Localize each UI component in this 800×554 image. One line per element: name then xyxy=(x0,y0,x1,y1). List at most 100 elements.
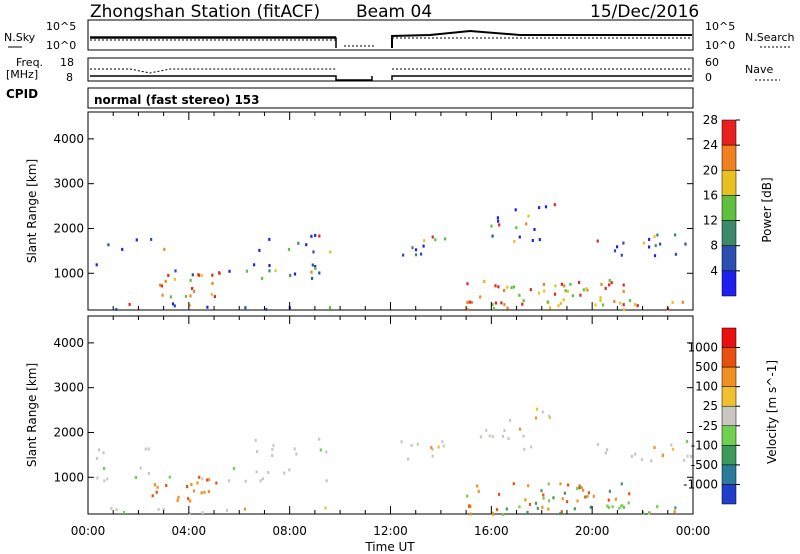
heatmap-cell xyxy=(110,506,113,510)
heatmap-cell xyxy=(107,243,110,247)
heatmap-cell xyxy=(622,241,625,245)
heatmap-cell xyxy=(681,300,684,304)
heatmap-cell xyxy=(670,443,673,447)
heatmap-cell xyxy=(161,293,164,297)
heatmap-cell xyxy=(189,278,192,282)
heatmap-cell xyxy=(578,484,581,488)
heatmap-cell xyxy=(614,497,617,501)
heatmap-cell xyxy=(552,496,555,500)
heatmap-cell xyxy=(563,284,566,288)
heatmap-cell xyxy=(187,497,190,501)
colorbar-segment xyxy=(721,464,737,485)
ytick-label: 3000 xyxy=(53,381,84,395)
velocity-ylabel: Slant Range [km] xyxy=(25,363,39,467)
colorbar-tick-label: 12 xyxy=(703,214,718,228)
heatmap-cell xyxy=(103,479,106,483)
cpid-text: normal (fast stereo) 153 xyxy=(94,93,260,107)
heatmap-cell xyxy=(518,235,521,239)
heatmap-cell xyxy=(613,300,616,303)
heatmap-cell xyxy=(685,440,689,443)
heatmap-cell xyxy=(244,479,247,483)
colorbar-segment xyxy=(721,195,737,221)
heatmap-cell xyxy=(648,237,651,241)
heatmap-cell xyxy=(312,250,315,254)
heatmap-cell xyxy=(96,476,99,480)
heatmap-cell xyxy=(261,477,264,481)
heatmap-cell xyxy=(297,241,300,245)
heatmap-cell xyxy=(648,245,651,249)
heatmap-cell xyxy=(228,269,231,273)
ytick-label: 1000 xyxy=(53,470,84,484)
heatmap-cell xyxy=(512,482,515,486)
heatmap-cell xyxy=(162,507,165,511)
heatmap-cell xyxy=(122,510,126,514)
heatmap-cell xyxy=(600,282,603,286)
heatmap-cell xyxy=(400,440,403,444)
heatmap-cell xyxy=(496,216,499,220)
xtick-label: 12:00 xyxy=(373,524,408,538)
heatmap-cell xyxy=(431,447,434,451)
power-colorbar-label: Power [dB] xyxy=(760,177,774,242)
heatmap-cell xyxy=(283,471,286,475)
heatmap-cell xyxy=(622,506,625,509)
heatmap-cell xyxy=(566,500,569,504)
nsky-panel xyxy=(87,19,694,51)
heatmap-cell xyxy=(258,248,261,252)
heatmap-cell xyxy=(674,252,677,256)
colorbar-tick-label: 4 xyxy=(710,264,718,278)
colorbar-tick-label: -100 xyxy=(691,438,718,452)
freq-tick-top: 18 xyxy=(60,56,74,69)
heatmap-cell xyxy=(293,272,297,276)
heatmap-cell xyxy=(314,233,317,237)
heatmap-cell xyxy=(628,299,632,303)
power-panel xyxy=(87,111,694,311)
heatmap-cell xyxy=(599,299,602,302)
heatmap-cell xyxy=(328,306,332,310)
heatmap-cell xyxy=(607,506,610,509)
time-axis-label: Time UT xyxy=(364,540,415,554)
heatmap-cell xyxy=(414,253,418,257)
heatmap-cell xyxy=(528,502,532,506)
heatmap-cell xyxy=(121,247,124,251)
heatmap-cell xyxy=(534,501,538,505)
heatmap-cell xyxy=(196,481,199,485)
heatmap-cell xyxy=(497,219,500,223)
colorbar-segment xyxy=(721,119,737,146)
heatmap-cell xyxy=(189,499,192,503)
heatmap-cell xyxy=(659,242,662,246)
heatmap-cell xyxy=(156,485,159,489)
heatmap-cell xyxy=(174,269,177,273)
heatmap-cell xyxy=(567,483,570,487)
power-axes: 1000 2000 3000 4000 xyxy=(53,112,694,310)
heatmap-cell xyxy=(501,434,505,438)
heatmap-cell xyxy=(582,488,585,492)
heatmap-cell xyxy=(507,437,510,441)
heatmap-cell xyxy=(272,443,275,447)
heatmap-cell xyxy=(579,293,582,297)
heatmap-cell xyxy=(288,468,291,472)
date-title: 15/Dec/2016 xyxy=(590,2,699,22)
heatmap-cell xyxy=(613,249,617,253)
heatmap-cell xyxy=(151,494,154,498)
heatmap-cell xyxy=(524,498,527,502)
heatmap-cell xyxy=(557,304,560,308)
heatmap-cell xyxy=(521,302,524,306)
heatmap-cell xyxy=(634,302,637,306)
heatmap-cell xyxy=(310,270,313,274)
heatmap-cell xyxy=(325,479,328,483)
heatmap-cell xyxy=(492,307,496,311)
heatmap-cell xyxy=(580,486,583,490)
heatmap-cell xyxy=(566,289,569,293)
freq-trace xyxy=(90,68,692,81)
heatmap-cell xyxy=(542,493,545,497)
heatmap-cell xyxy=(491,234,494,238)
heatmap-cell xyxy=(554,284,557,288)
colorbar-segment xyxy=(721,484,737,505)
heatmap-cell xyxy=(562,298,565,302)
heatmap-cell xyxy=(466,308,469,311)
heatmap-cell xyxy=(503,429,506,432)
colorbar-segment xyxy=(721,366,737,387)
velocity-heatmap xyxy=(95,407,693,516)
heatmap-cell xyxy=(466,301,469,305)
heatmap-cell xyxy=(627,501,630,505)
